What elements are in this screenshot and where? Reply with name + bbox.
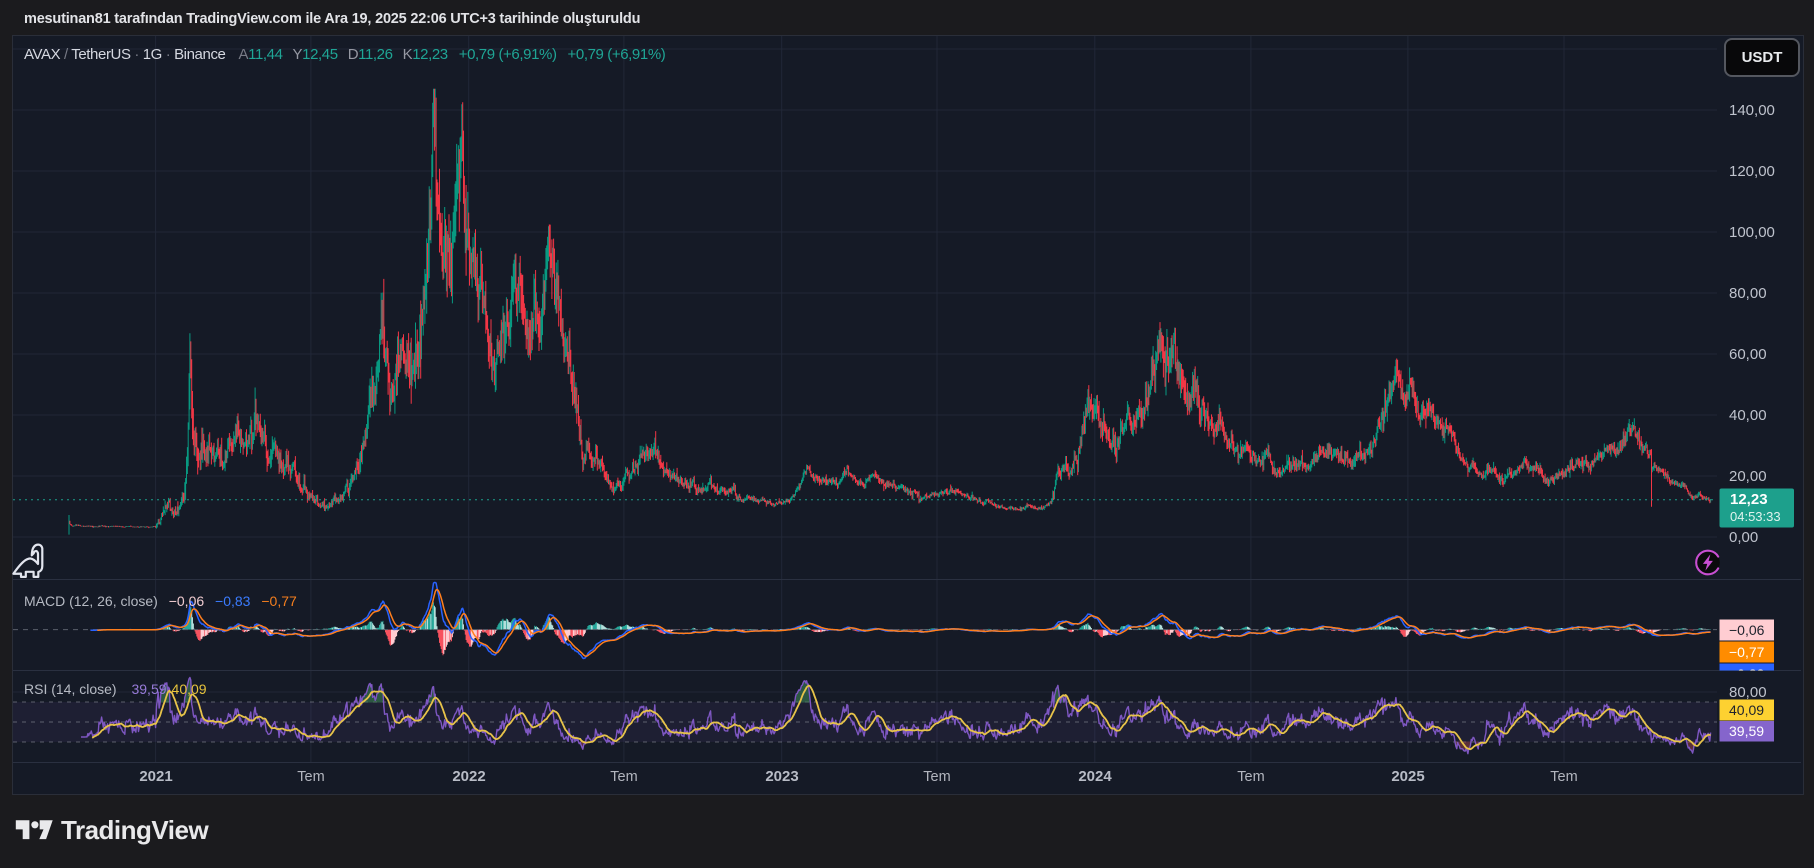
svg-text:2022: 2022 <box>452 768 485 785</box>
svg-text:Tem: Tem <box>923 769 950 785</box>
svg-text:04:53:33: 04:53:33 <box>1730 509 1781 524</box>
svg-text:Tem: Tem <box>297 769 324 785</box>
svg-text:TradingView: TradingView <box>61 815 209 845</box>
svg-text:100,00: 100,00 <box>1729 224 1775 241</box>
svg-text:80,00: 80,00 <box>1729 684 1767 701</box>
svg-text:Tem: Tem <box>610 769 637 785</box>
svg-text:60,00: 60,00 <box>1729 346 1767 363</box>
svg-text:−0,06: −0,06 <box>1729 622 1765 638</box>
svg-text:120,00: 120,00 <box>1729 163 1775 180</box>
svg-text:2025: 2025 <box>1391 768 1424 785</box>
svg-text:2023: 2023 <box>765 768 798 785</box>
svg-text:140,00: 140,00 <box>1729 102 1775 119</box>
svg-text:40,00: 40,00 <box>1729 407 1767 424</box>
svg-text:2024: 2024 <box>1078 768 1112 785</box>
svg-text:39,59: 39,59 <box>1729 723 1764 739</box>
svg-text:2021: 2021 <box>139 768 172 785</box>
svg-text:0,00: 0,00 <box>1729 529 1758 546</box>
svg-text:Tem: Tem <box>1237 769 1264 785</box>
svg-text:40,09: 40,09 <box>1729 702 1764 718</box>
svg-text:−0,77: −0,77 <box>1729 644 1765 660</box>
svg-text:Tem: Tem <box>1550 769 1577 785</box>
svg-text:−0,83: −0,83 <box>1729 666 1765 682</box>
svg-text:12,23: 12,23 <box>1730 491 1768 508</box>
svg-text:80,00: 80,00 <box>1729 285 1767 302</box>
svg-text:20,00: 20,00 <box>1729 468 1767 485</box>
